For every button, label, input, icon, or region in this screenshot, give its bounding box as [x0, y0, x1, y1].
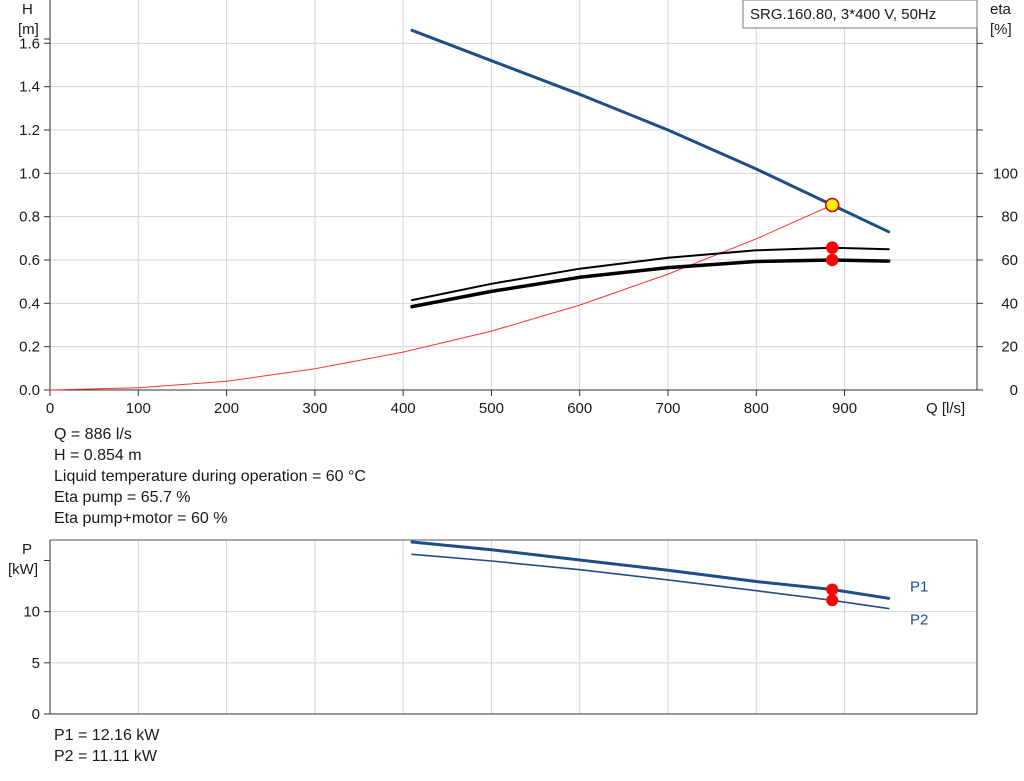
x-tick-label: 700 [655, 400, 680, 417]
head-readout: H = 0.854 m [54, 447, 142, 464]
x-tick-label: 300 [302, 400, 327, 417]
flow-readout: Q = 886 l/s [54, 426, 132, 443]
head-efficiency-chart: 0 100 200 300 400 500 600 700 800 900 Q [l/s]0.00.… [18, 0, 1018, 417]
series-line [410, 28, 891, 234]
series-label: P1 [910, 578, 928, 595]
x-axis-label: Q [l/s] [926, 400, 965, 417]
power-series-line [411, 553, 890, 610]
operating-point-marker [824, 197, 840, 213]
operating-point-marker [825, 241, 839, 254]
p1-readout: P1 = 12.16 kW [54, 727, 160, 744]
y-left-tick-label: 1.6 [19, 35, 40, 52]
eta-pump-readout: Eta pump = 65.7 % [54, 489, 191, 506]
y-left-tick-label: 0.8 [19, 209, 40, 226]
y-right-axis-unit: [%] [990, 21, 1012, 38]
series-line [49, 204, 833, 391]
y-right-axis-label: eta [990, 1, 1012, 18]
series-label: P2 [910, 612, 928, 629]
operating-point-marker [825, 253, 839, 267]
y-left-axis-label: H [22, 1, 33, 18]
operating-point-marker [826, 583, 839, 596]
y-left-tick-label: 1.4 [19, 79, 40, 96]
y-right-tick-label: 20 [1001, 339, 1018, 356]
x-tick-label: 400 [391, 400, 416, 417]
y-tick-label: 5 [32, 655, 40, 672]
y-right-tick-label: 80 [1001, 209, 1018, 226]
x-tick-label: 100 [126, 400, 151, 417]
duty-point-info: Q = 886 l/s H = 0.854 m Liquid temperatu… [54, 424, 366, 529]
y-right-tick-label: 40 [1001, 295, 1018, 312]
y-left-tick-label: 0.6 [19, 252, 40, 269]
y-left-tick-label: 0.4 [19, 295, 40, 312]
y-left-tick-label: 1.0 [19, 165, 40, 182]
x-tick-label: 0 [46, 400, 54, 417]
power-chart: 0 5 10 P [kW] P1 P2 [8, 539, 978, 723]
y-left-axis-unit: [m] [18, 21, 39, 38]
y-right-tick-label: 100 [993, 165, 1018, 182]
x-tick-label: 500 [479, 400, 504, 417]
y-left-tick-label: 0.2 [19, 339, 40, 356]
legend-box-text: SRG.160.80, 3*400 V, 50Hz [750, 6, 936, 23]
y-right-tick-label: 0 [1010, 382, 1018, 399]
power-info: P1 = 12.16 kW P2 = 11.11 kW [54, 725, 159, 767]
liquid-temperature-readout: Liquid temperature during operation = 60… [54, 468, 366, 485]
y-tick-label: 0 [32, 706, 40, 723]
y-left-tick-label: 1.2 [19, 122, 40, 139]
x-tick-label: 900 [832, 400, 857, 417]
p2-readout: P2 = 11.11 kW [54, 748, 158, 765]
x-tick-label: 800 [744, 400, 769, 417]
x-tick-label: 600 [567, 400, 592, 417]
y-tick-label: 10 [23, 604, 40, 621]
y-right-tick-label: 60 [1001, 252, 1018, 269]
y-axis-label: P [22, 541, 32, 558]
legend-box [742, 0, 978, 29]
series-line [410, 258, 891, 309]
operating-point-marker [826, 594, 839, 607]
y-axis-unit: [kW] [8, 561, 38, 578]
x-tick-label: 200 [214, 400, 239, 417]
power-series-line [410, 540, 891, 600]
y-left-tick-label: 0.0 [19, 382, 40, 399]
eta-pump-motor-readout: Eta pump+motor = 60 % [54, 510, 228, 527]
